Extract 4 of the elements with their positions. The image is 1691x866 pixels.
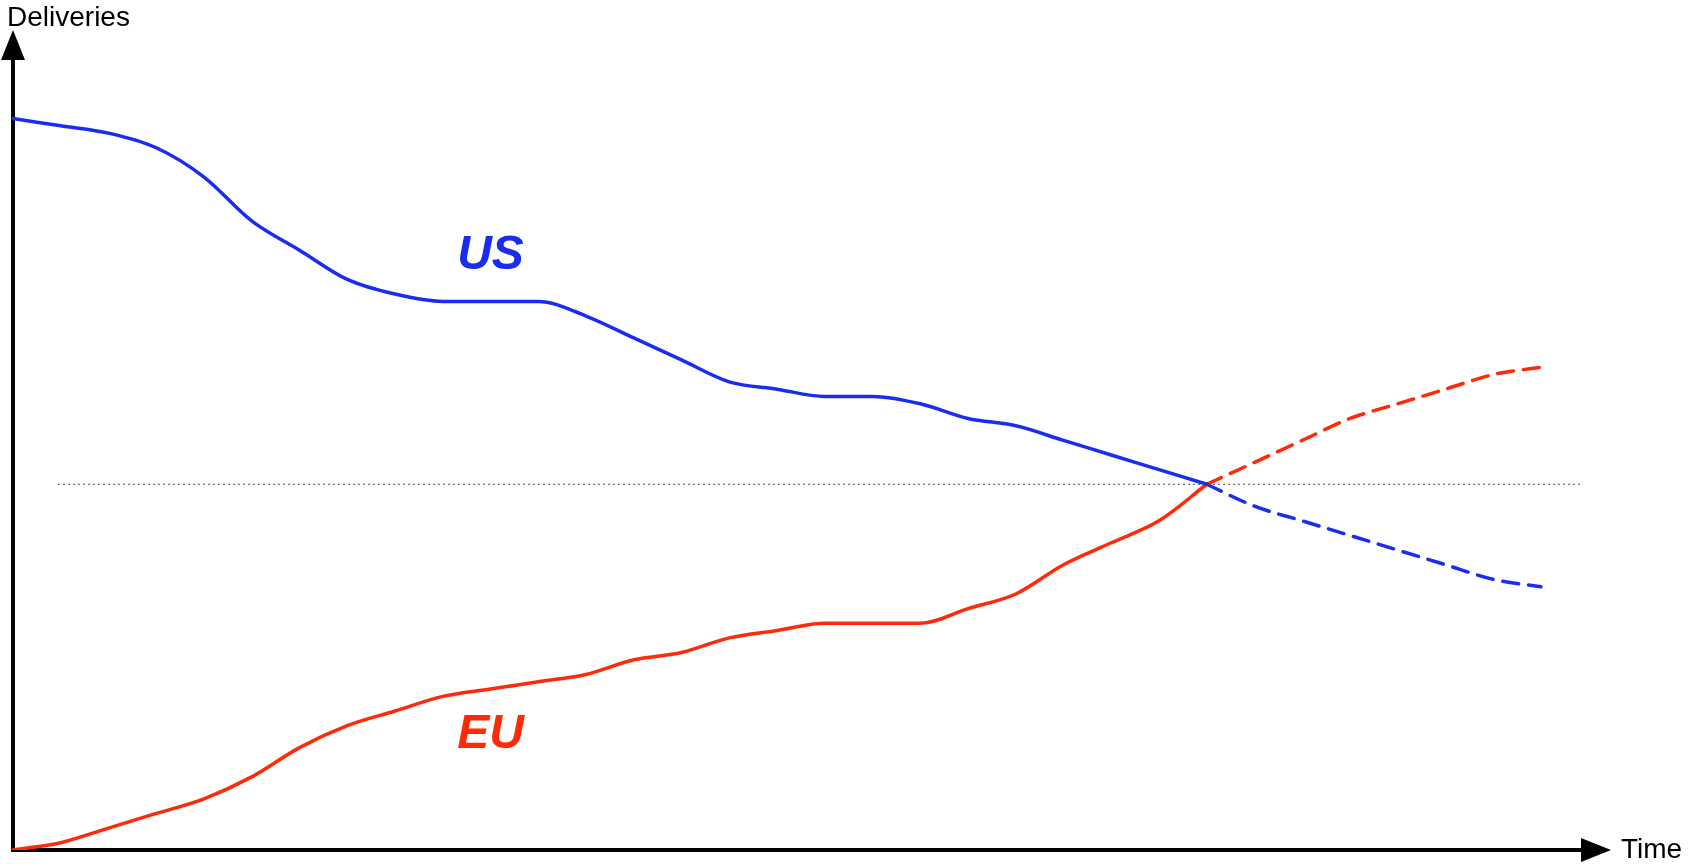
y-axis-title: Deliveries [7,0,130,32]
x-axis-title: Time [1621,832,1683,864]
series-label: EU [457,705,526,759]
series-label: US [457,225,524,279]
